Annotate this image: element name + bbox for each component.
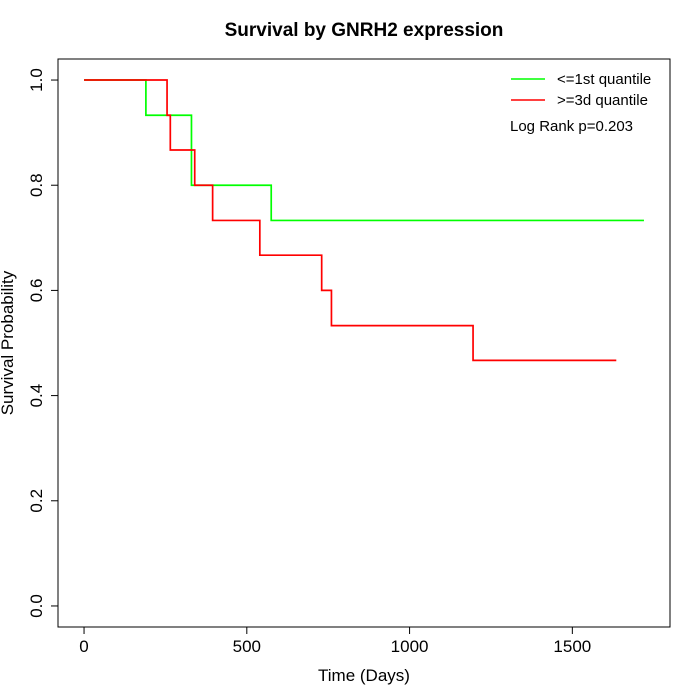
series-layer: [84, 79, 644, 362]
x-tick-label: 1000: [391, 637, 429, 656]
plot-frame: [57, 58, 671, 628]
y-tick-label: 0.0: [27, 594, 46, 618]
y-axis-label: Survival Probability: [0, 270, 17, 415]
y-tick-label: 0.6: [27, 279, 46, 303]
y-tick-label: 0.2: [27, 489, 46, 513]
legend-label-1: >=3d quantile: [557, 92, 648, 109]
y-tick-label: 1.0: [27, 68, 46, 92]
chart-title: Survival by GNRH2 expression: [225, 20, 504, 41]
y-axis: 0.0 0.2 0.4 0.6 0.8 1.0: [27, 68, 59, 618]
x-axis: 0 500 1000 1500: [79, 626, 591, 656]
x-axis-label: Time (Days): [318, 666, 410, 685]
x-tick-label: 500: [233, 637, 261, 656]
y-tick-label: 0.8: [27, 173, 46, 197]
legend-label-0: <=1st quantile: [557, 71, 651, 88]
x-tick-label: 0: [79, 637, 88, 656]
log-rank-annotation: Log Rank p=0.203: [510, 118, 633, 135]
series-line-1: [84, 79, 617, 362]
x-tick-label: 1500: [553, 637, 591, 656]
legend: <=1st quantile >=3d quantile: [511, 71, 651, 109]
y-tick-label: 0.4: [27, 384, 46, 408]
